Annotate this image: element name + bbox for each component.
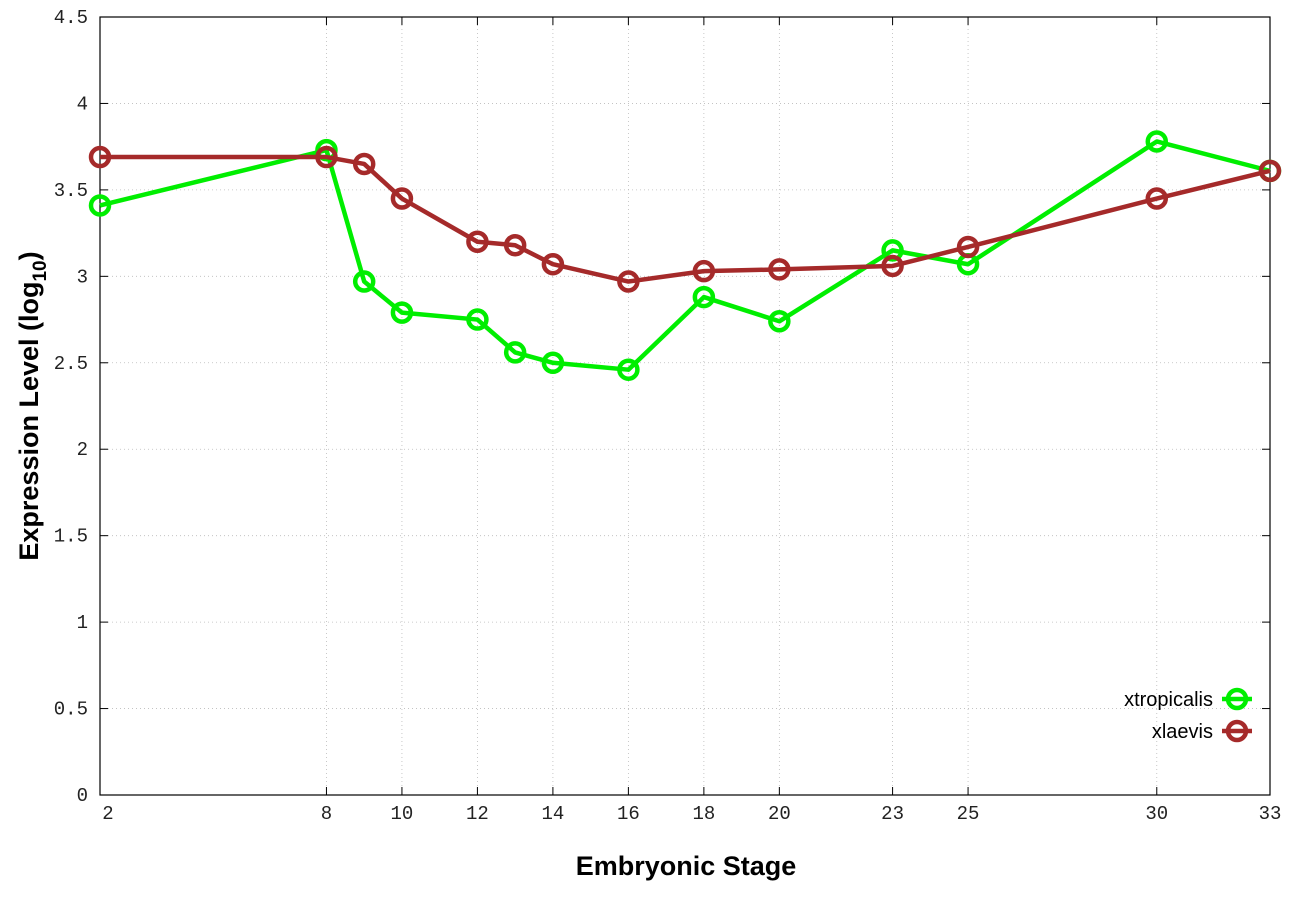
x-tick-label: 20 (768, 803, 791, 825)
x-tick-label: 16 (617, 803, 640, 825)
series-line (99, 139, 1271, 372)
legend-marker (1225, 687, 1249, 711)
y-tick-label: 2 (77, 439, 88, 461)
data-point (617, 270, 640, 293)
data-point (503, 341, 527, 364)
data-point (692, 285, 716, 309)
ticks: 0 0.5 1 1.5 2 2.5 3 3.5 4 4.5 2 8 10 12 14 16 18 20 23 25 30… (54, 7, 1282, 825)
data-point (1145, 130, 1169, 153)
y-tick-label: 3.5 (54, 180, 88, 202)
data-point (1258, 159, 1282, 183)
x-tick-label: 8 (321, 803, 332, 825)
y-axis-title-main: Expression Level (log (14, 282, 44, 561)
x-tick-label: 18 (692, 803, 715, 825)
data-point (390, 301, 414, 324)
grid (100, 17, 1270, 795)
data-point (768, 310, 791, 333)
data-point (956, 235, 980, 259)
x-axis-title: Embryonic Stage (576, 851, 797, 881)
data-point (88, 145, 112, 169)
x-tick-label: 25 (957, 803, 980, 825)
y-tick-label: 1 (77, 612, 88, 634)
data-point (1145, 187, 1169, 210)
plot-frame (99, 16, 1271, 796)
data-point (466, 230, 489, 254)
x-tick-label: 14 (541, 803, 564, 825)
series (88, 130, 1282, 381)
y-tick-label: 2.5 (54, 353, 88, 375)
data-point (315, 145, 338, 169)
data-point (390, 187, 414, 210)
data-point (692, 259, 716, 283)
x-tick-label: 10 (391, 803, 414, 825)
legend-label: xtropicalis (1124, 689, 1213, 711)
x-tick-label: 23 (881, 803, 904, 825)
series-xlaevis (88, 145, 1282, 293)
data-point (541, 252, 565, 276)
y-tick-label: 1.5 (54, 526, 88, 548)
y-tick-label: 3 (77, 266, 88, 288)
data-point (503, 233, 527, 257)
x-tick-label: 33 (1259, 803, 1282, 825)
data-point (466, 308, 489, 331)
data-point (352, 152, 376, 176)
data-point (88, 194, 112, 217)
x-tick-label: 12 (466, 803, 489, 825)
legend-label: xlaevis (1152, 721, 1213, 743)
y-axis-title-sub: 10 (30, 260, 51, 281)
x-tick-label: 2 (102, 803, 113, 825)
y-axis-title: Expression Level (log10) (14, 251, 51, 560)
y-axis-title-close: ) (14, 251, 44, 260)
data-point (617, 358, 640, 381)
y-tick-label: 0.5 (54, 699, 88, 721)
x-tick-label: 30 (1145, 803, 1168, 825)
data-point (881, 254, 904, 278)
legend-marker (1225, 719, 1249, 743)
y-tick-label: 4 (77, 93, 88, 115)
series-xtropicalis (88, 130, 1282, 381)
data-point (768, 258, 791, 281)
data-point (541, 351, 565, 375)
legend: xtropicalis xlaevis (1124, 687, 1252, 743)
series-line (100, 154, 1271, 284)
y-tick-label: 4.5 (54, 7, 88, 29)
data-point (881, 239, 904, 262)
y-tick-label: 0 (77, 785, 88, 807)
data-point (352, 270, 376, 293)
